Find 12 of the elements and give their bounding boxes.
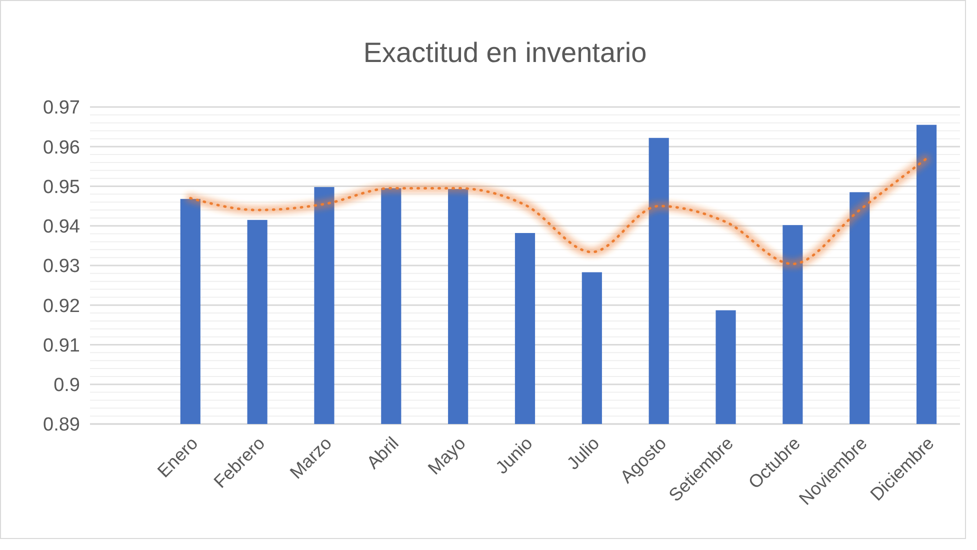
x-tick-label: Julio — [562, 433, 604, 474]
y-tick-label: 0.89 — [43, 414, 80, 436]
y-tick-label: 0.95 — [43, 176, 80, 198]
y-tick-label: 0.94 — [43, 216, 80, 238]
y-tick-label: 0.91 — [43, 335, 80, 356]
y-tick-label: 0.92 — [43, 296, 80, 317]
y-tick-label: 0.97 — [43, 98, 80, 119]
y-tick-label: 0.93 — [43, 256, 80, 278]
chart-title: Exactitud en inventario — [363, 37, 647, 68]
y-tick-label: 0.9 — [54, 375, 80, 396]
line-series — [189, 157, 928, 266]
y-tick-label: 0.96 — [43, 137, 80, 158]
